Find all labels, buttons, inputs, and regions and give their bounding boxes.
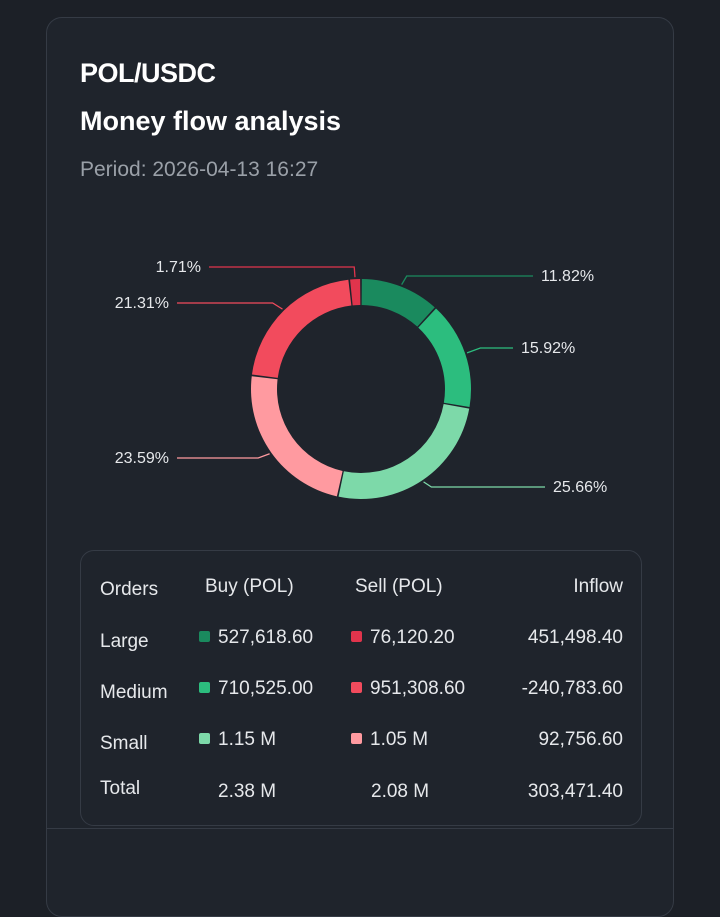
large-sell-value: 76,120.20 [351,627,455,649]
small-buy-swatch [199,733,210,744]
row-label-large: Large [100,631,149,652]
small-buy-value: 1.15 M [199,729,276,751]
col-header-sell: Sell (POL) [355,576,443,597]
donut-slice-medium-buy [418,308,471,407]
donut-slice-small-buy [338,404,470,499]
large-inflow-value: 451,498.40 [527,627,623,648]
medium-buy-swatch [199,682,210,693]
section-title: Money flow analysis [80,106,342,136]
col-header-orders: Orders [100,579,159,600]
orders-table: Orders Buy (POL) Sell (POL) Inflow Large… [80,550,642,826]
leader-line-medium-buy [466,347,513,354]
slice-label-large-sell: 1.71% [156,259,201,276]
trading-pair: POL/USDC [80,58,216,88]
small-sell-value: 1.05 M [351,729,428,751]
medium-inflow-value: -240,783.60 [521,678,623,699]
leader-line-large-sell [209,266,356,278]
card-divider [47,828,673,829]
donut-slice-large-buy [361,279,435,327]
total-inflow-value: 303,471.40 [527,781,623,802]
donut-slice-small-sell [251,376,343,497]
slice-label-small-sell: 23.59% [115,450,169,467]
period-label: Period: 2026-04-13 16:27 [80,158,319,181]
row-label-medium: Medium [100,682,168,703]
medium-buy-value: 710,525.00 [199,678,313,700]
large-sell-swatch [351,631,362,642]
slice-label-medium-buy: 15.92% [521,340,575,357]
col-header-inflow: Inflow [573,576,623,597]
leader-line-small-buy [423,481,545,488]
total-sell-value: 2.08 M [371,781,430,802]
money-flow-card: POL/USDC Money flow analysis Period: 202… [46,17,674,917]
slice-label-large-buy: 11.82% [541,268,594,285]
money-flow-donut-chart: 11.82% 15.92% 25.66% 23.59% 21.31% 1.71% [115,259,607,499]
row-label-total: Total [100,778,141,799]
leader-line-large-buy [401,275,533,285]
slice-label-medium-sell: 21.31% [115,295,169,312]
leader-line-medium-sell [177,302,283,310]
leader-line-small-sell [177,453,270,459]
total-buy-value: 2.38 M [218,781,277,802]
donut-slice-medium-sell [251,279,352,378]
small-sell-swatch [351,733,362,744]
slice-label-small-buy: 25.66% [553,479,607,496]
row-label-small: Small [100,733,148,754]
large-buy-value: 527,618.60 [199,627,313,649]
donut-slice-large-sell [350,279,361,306]
small-inflow-value: 92,756.60 [538,729,623,750]
medium-sell-swatch [351,682,362,693]
large-buy-swatch [199,631,210,642]
medium-sell-value: 951,308.60 [351,678,465,700]
col-header-buy: Buy (POL) [205,576,294,597]
